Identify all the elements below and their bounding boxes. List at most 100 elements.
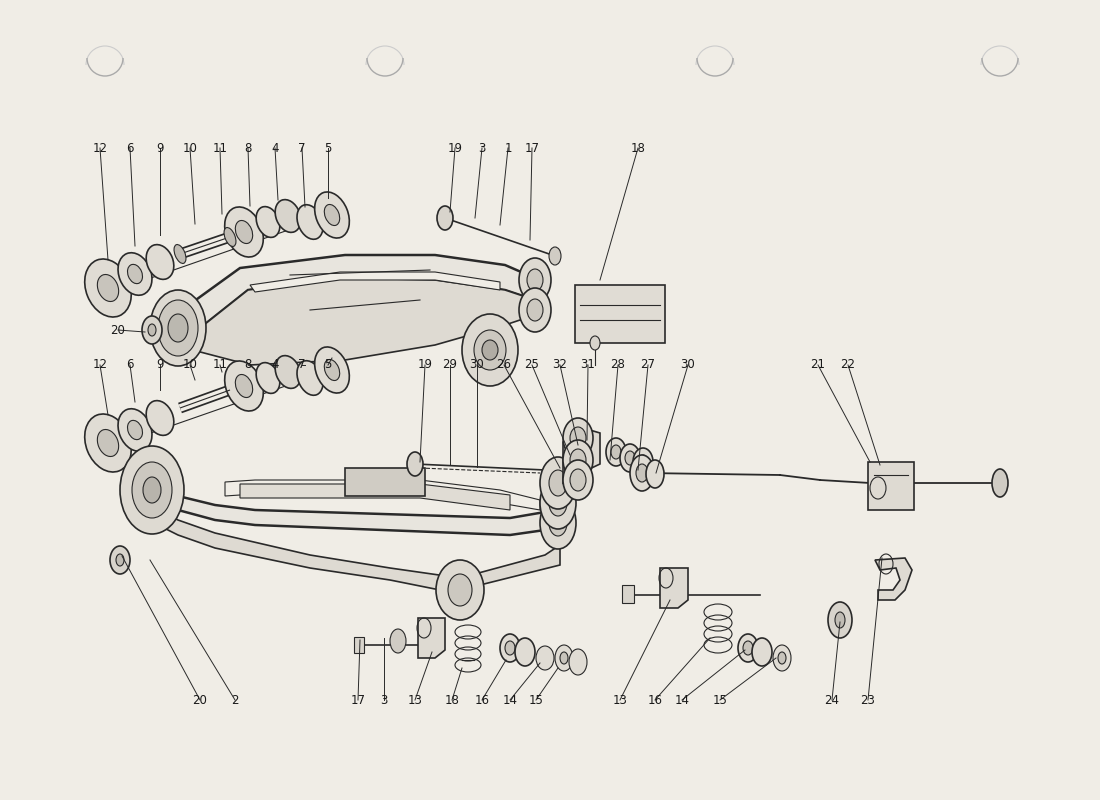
Bar [868, 462, 914, 510]
Ellipse shape [570, 469, 586, 491]
Ellipse shape [324, 205, 340, 226]
Text: 7: 7 [298, 142, 306, 154]
Ellipse shape [527, 299, 543, 321]
Text: 27: 27 [640, 358, 656, 371]
Text: 18: 18 [630, 142, 646, 154]
Ellipse shape [390, 629, 406, 653]
Ellipse shape [407, 452, 424, 476]
Text: 10: 10 [183, 358, 197, 371]
Ellipse shape [992, 469, 1008, 497]
Text: 28: 28 [610, 358, 626, 371]
Polygon shape [148, 465, 560, 535]
Text: 31: 31 [581, 358, 595, 371]
Text: 11: 11 [212, 358, 228, 371]
Ellipse shape [116, 554, 124, 566]
Text: 10: 10 [183, 142, 197, 154]
Ellipse shape [620, 444, 640, 472]
Ellipse shape [515, 638, 535, 666]
Ellipse shape [224, 227, 236, 246]
Ellipse shape [482, 340, 498, 360]
Ellipse shape [315, 192, 350, 238]
Ellipse shape [324, 359, 340, 381]
Ellipse shape [632, 448, 653, 476]
Polygon shape [175, 278, 535, 365]
Text: 9: 9 [156, 358, 164, 371]
Ellipse shape [536, 646, 554, 670]
Ellipse shape [563, 440, 593, 480]
Ellipse shape [527, 269, 543, 291]
Ellipse shape [610, 445, 621, 459]
Polygon shape [250, 272, 500, 292]
Ellipse shape [474, 330, 506, 370]
Ellipse shape [630, 455, 654, 491]
Ellipse shape [132, 462, 172, 518]
Ellipse shape [97, 430, 119, 457]
Ellipse shape [224, 361, 263, 411]
Ellipse shape [436, 560, 484, 620]
Ellipse shape [540, 497, 576, 549]
Text: 16: 16 [648, 694, 662, 706]
Ellipse shape [224, 207, 263, 257]
Ellipse shape [148, 324, 156, 336]
Ellipse shape [570, 449, 586, 471]
Ellipse shape [500, 634, 520, 662]
Ellipse shape [519, 288, 551, 332]
Bar [621, 585, 634, 603]
Ellipse shape [549, 510, 566, 536]
Ellipse shape [828, 602, 852, 638]
Text: 25: 25 [525, 358, 539, 371]
Text: 11: 11 [212, 142, 228, 154]
Text: 14: 14 [674, 694, 690, 706]
Text: 24: 24 [825, 694, 839, 706]
Text: 30: 30 [470, 358, 484, 371]
Ellipse shape [110, 546, 130, 574]
Polygon shape [240, 484, 510, 510]
Ellipse shape [638, 455, 648, 469]
Text: 2: 2 [231, 694, 239, 706]
Ellipse shape [636, 464, 648, 482]
Ellipse shape [146, 401, 174, 435]
Text: 3: 3 [381, 694, 387, 706]
Ellipse shape [606, 438, 626, 466]
Text: 12: 12 [92, 358, 108, 371]
Ellipse shape [549, 490, 566, 516]
Ellipse shape [143, 477, 161, 503]
Bar [345, 468, 425, 496]
Ellipse shape [174, 245, 186, 263]
Ellipse shape [519, 258, 551, 302]
Ellipse shape [97, 274, 119, 302]
Ellipse shape [128, 264, 143, 284]
Ellipse shape [85, 259, 131, 317]
Ellipse shape [168, 314, 188, 342]
Ellipse shape [256, 206, 279, 238]
Polygon shape [226, 480, 540, 510]
Text: 1: 1 [504, 142, 512, 154]
Ellipse shape [742, 641, 754, 655]
Ellipse shape [569, 649, 587, 675]
Text: 20: 20 [111, 323, 125, 337]
Ellipse shape [462, 314, 518, 386]
Ellipse shape [235, 221, 253, 243]
Text: 12: 12 [92, 142, 108, 154]
Ellipse shape [142, 316, 162, 344]
Text: 17: 17 [351, 694, 365, 706]
Ellipse shape [778, 652, 786, 664]
Polygon shape [660, 568, 688, 608]
Text: 32: 32 [552, 358, 568, 371]
Text: 4: 4 [272, 142, 278, 154]
Ellipse shape [549, 470, 566, 496]
Text: 3: 3 [478, 142, 486, 154]
Text: 5: 5 [324, 142, 332, 154]
Text: 17: 17 [525, 142, 539, 154]
Text: 13: 13 [408, 694, 422, 706]
Ellipse shape [590, 336, 600, 350]
Ellipse shape [235, 374, 253, 398]
Ellipse shape [540, 477, 576, 529]
Text: 6: 6 [126, 142, 134, 154]
Text: 19: 19 [448, 142, 462, 154]
Ellipse shape [835, 612, 845, 628]
Text: 13: 13 [613, 694, 627, 706]
Text: 23: 23 [860, 694, 876, 706]
Text: 8: 8 [244, 358, 252, 371]
Ellipse shape [118, 409, 152, 451]
